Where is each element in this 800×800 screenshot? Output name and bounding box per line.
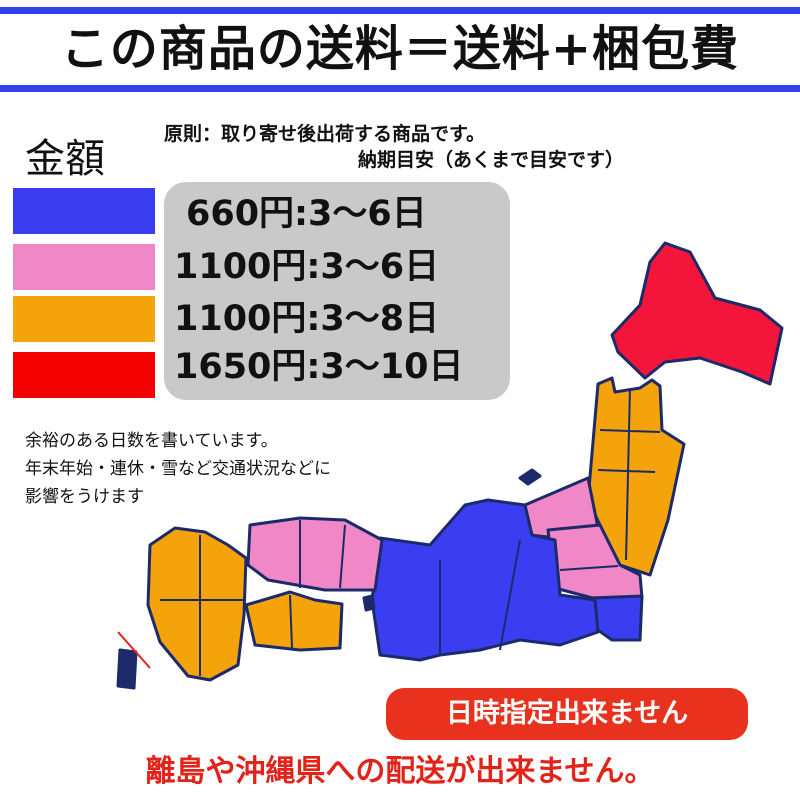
note-line: 年末年始・連休・雪など交通状況などに [25,459,331,479]
rate-red: 1650円:3〜10日 [174,347,464,387]
rule-text: 原則：取り寄せ後出荷する商品です。 [164,123,486,145]
swatch-blue [13,188,155,234]
region-kyushu [146,526,248,682]
remote-island-warning: 離島や沖縄県への配送が出来ません。 [145,754,655,789]
legend-heading: 金額 [25,136,105,182]
delivery-estimate-label: 納期目安（あくまで目安です） [358,149,625,171]
region-kanto-pink [546,523,644,602]
rate-orange: 1100円:3〜8日 [174,299,440,339]
note-line: 余裕のある日数を書いています。 [25,431,278,451]
swatch-red [13,352,155,398]
region-hokkaido [610,241,784,386]
region-chubu-kansai [370,498,600,662]
rate-pink: 1100円:3〜6日 [174,247,440,287]
island-sado [518,468,542,486]
boundary-line [117,631,151,669]
page-title: この商品の送料＝送料+梱包費 [60,21,740,77]
swatch-pink [13,244,155,290]
top-rule [0,7,800,14]
swatch-orange [13,296,155,342]
no-date-specification-button: 日時指定出来ません [386,688,748,740]
island-tsushima [116,648,138,690]
region-chugoku [246,516,384,592]
island-awaji [362,594,376,612]
bottom-rule [0,85,800,92]
region-shikoku [244,590,344,652]
rate-box [164,182,510,400]
rate-blue: 660円:3〜6日 [186,194,427,234]
note-line: 影響をうけます [25,487,144,507]
